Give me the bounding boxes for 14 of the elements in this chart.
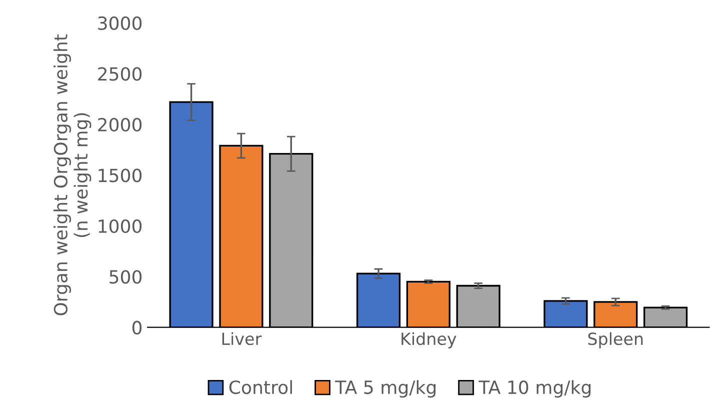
y-tick-label: 2000	[98, 118, 142, 132]
legend-label: Control	[229, 380, 292, 394]
x-tick-label: Spleen	[588, 332, 643, 348]
legend-label: TA 10 mg/kg	[478, 380, 591, 398]
y-tick-label: 500	[110, 270, 142, 284]
y-tick-label: 1500	[98, 168, 142, 182]
x-tick-label: Liver	[222, 332, 262, 346]
y-tick-label: 1000	[98, 219, 142, 233]
legend-label: TA 5 mg/kg	[335, 380, 436, 398]
y-tick-label: 3000	[98, 16, 142, 30]
y-axis-title: Organ weight OrgOrgan weight (n weight mg)	[54, 34, 92, 316]
y-tick-label: 0	[132, 320, 142, 334]
y-tick-label: 2500	[98, 67, 142, 81]
x-tick-label: Kidney	[402, 332, 456, 348]
